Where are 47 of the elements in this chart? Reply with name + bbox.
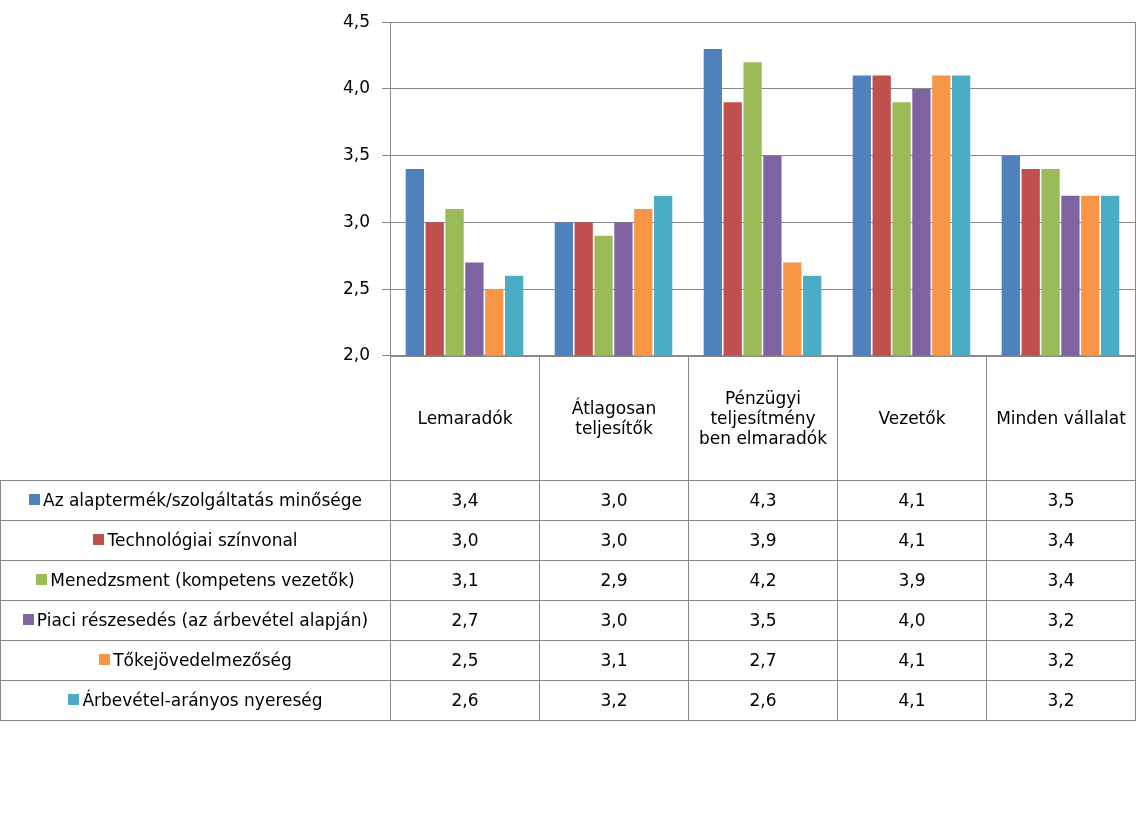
data-label: 4,1: [837, 520, 987, 561]
y-tick-label: 4,0: [342, 77, 370, 98]
legend-label: Menedzsment (kompetens vezetők): [0, 560, 391, 601]
data-label: 3,9: [837, 560, 987, 601]
x-tick-label: Minden vállalat: [986, 356, 1136, 481]
data-label: 3,1: [539, 640, 689, 681]
legend-label: Az alaptermék/szolgáltatás minősége: [0, 480, 391, 521]
data-label: 4,1: [837, 680, 987, 721]
legend-label: Piaci részesedés (az árbevétel alapján): [0, 600, 391, 641]
data-label: 3,0: [539, 520, 689, 561]
data-label: 4,2: [688, 560, 838, 601]
data-label: 4,1: [837, 640, 987, 681]
x-tick-label: Lemaradók: [390, 356, 540, 481]
data-label: 3,9: [688, 520, 838, 561]
data-label: 4,3: [688, 480, 838, 521]
data-label: 3,4: [390, 480, 540, 521]
x-tick-label: Pénzügyi teljesítmény ben elmaradók: [688, 356, 838, 481]
data-label: 3,2: [986, 640, 1136, 681]
data-label: 3,5: [688, 600, 838, 641]
data-label: 4,0: [837, 600, 987, 641]
x-tick-label: Vezetők: [837, 356, 987, 481]
data-label: 2,7: [390, 600, 540, 641]
data-label: 3,2: [986, 600, 1136, 641]
data-label: 2,7: [688, 640, 838, 681]
legend-label: Árbevétel-arányos nyereség: [0, 680, 391, 721]
data-label: 2,6: [390, 680, 540, 721]
y-tick-label: 3,5: [342, 144, 370, 165]
data-label: 4,1: [837, 480, 987, 521]
x-tick-label: Átlagosan teljesítők: [539, 356, 689, 481]
y-tick-label: 2,5: [342, 277, 370, 298]
data-label: 3,4: [986, 520, 1136, 561]
data-label: 3,0: [539, 480, 689, 521]
legend-label: Tőkejövedelmezőség: [0, 640, 391, 681]
y-tick-label: 3,0: [342, 210, 370, 231]
y-tick-label: 4,5: [342, 10, 370, 31]
y-tick-label: 2,0: [342, 344, 370, 365]
data-label: 3,0: [390, 520, 540, 561]
data-label: 3,5: [986, 480, 1136, 521]
data-label: 2,6: [688, 680, 838, 721]
data-label: 3,1: [390, 560, 540, 601]
data-label: 2,9: [539, 560, 689, 601]
data-label: 3,2: [539, 680, 689, 721]
data-label: 3,2: [986, 680, 1136, 721]
data-label: 3,4: [986, 560, 1136, 601]
data-label: 3,0: [539, 600, 689, 641]
legend-label: Technológiai színvonal: [0, 520, 391, 561]
data-label: 2,5: [390, 640, 540, 681]
